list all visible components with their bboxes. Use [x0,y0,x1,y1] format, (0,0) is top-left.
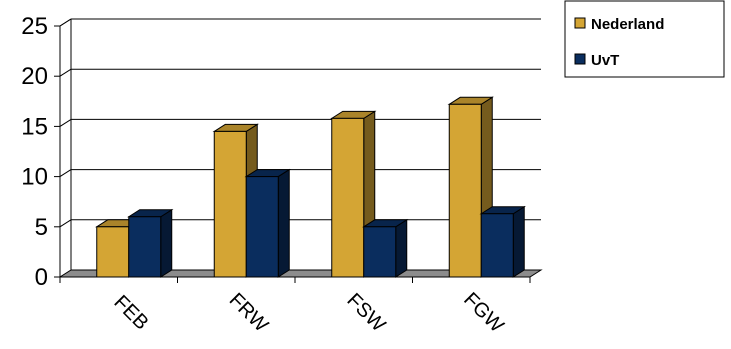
bar-front [363,226,397,278]
bar-side [395,218,408,278]
x-tick-label: FEB [109,291,152,334]
bar-front [245,176,279,278]
y-tick-label: 10 [21,164,48,191]
legend: Nederland UvT [564,0,725,78]
bar-uvt-fsw [362,218,409,278]
legend-box [564,0,725,78]
bar-uvt-feb [127,208,174,278]
bar-front [448,103,482,278]
bar-uvt-fgw [479,205,526,278]
gridline-side [59,169,72,178]
bar-side [160,208,173,278]
bar-front [331,117,365,278]
y-tick-label: 15 [21,113,48,140]
legend-label: Nederland [591,16,664,33]
y-tick-label: 5 [35,214,48,241]
y-axis-top-edge [59,18,72,27]
x-tick-label: FGW [459,288,508,337]
bar-nederland-fsw [330,110,377,278]
bar-front [213,130,247,278]
bars [95,96,526,278]
x-tick-labels: FEB FRW FSW FGW [109,288,507,337]
y-tick-label: 0 [35,264,48,291]
gridline-side [59,68,72,77]
bar-front [128,216,162,278]
bar-front [96,226,130,278]
axes [54,18,531,283]
x-tick-label: FRW [225,289,273,337]
gridline-side [59,118,72,127]
y-tick-label: 25 [21,13,48,40]
legend-swatch [574,53,586,65]
y-tick-labels: 0 5 10 15 20 25 [21,13,48,291]
bar-front [480,213,514,278]
y-tick-label: 20 [21,63,48,90]
bar-side [512,205,525,278]
x-tick-label: FSW [343,289,390,336]
bar-side [277,168,290,278]
legend-label: UvT [591,52,619,69]
bar-uvt-frw [244,168,291,278]
gridline-side [59,219,72,228]
legend-swatch [574,17,586,29]
